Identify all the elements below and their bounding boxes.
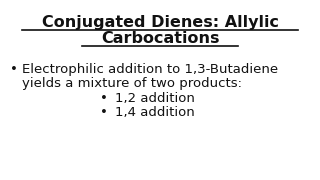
Text: 1,2 addition: 1,2 addition xyxy=(115,92,195,105)
Text: Conjugated Dienes: Allylic: Conjugated Dienes: Allylic xyxy=(42,15,278,30)
Text: yields a mixture of two products:: yields a mixture of two products: xyxy=(22,77,242,90)
Text: •: • xyxy=(100,106,108,119)
Text: Carbocations: Carbocations xyxy=(101,31,219,46)
Text: 1,4 addition: 1,4 addition xyxy=(115,106,195,119)
Text: •: • xyxy=(100,92,108,105)
Text: •: • xyxy=(10,63,18,76)
Text: Electrophilic addition to 1,3-Butadiene: Electrophilic addition to 1,3-Butadiene xyxy=(22,63,278,76)
